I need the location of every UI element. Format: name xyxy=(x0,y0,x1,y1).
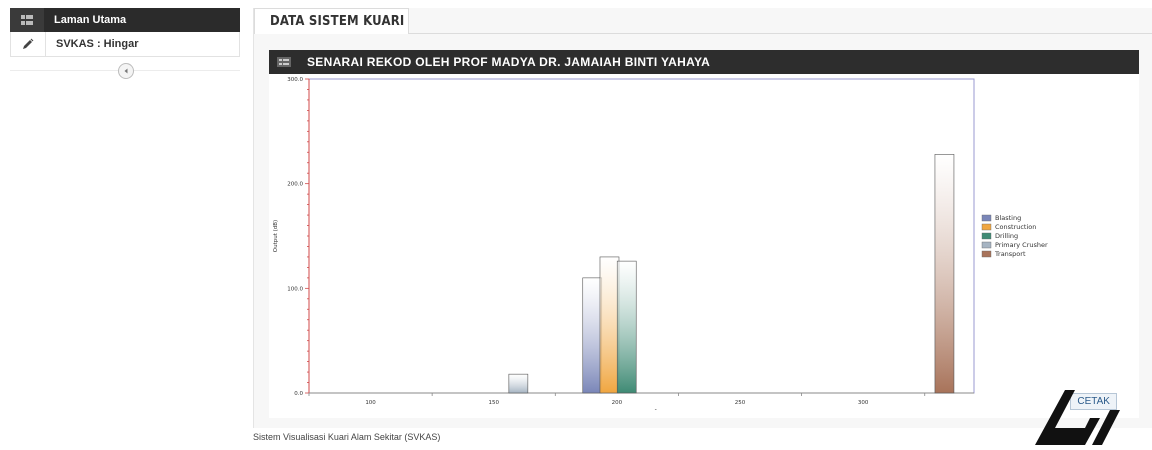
y-tick-label: 0.0 xyxy=(294,391,303,397)
legend-label: Blasting xyxy=(995,214,1021,222)
y-tick-label: 200.0 xyxy=(287,182,303,188)
x-tick-label: 250 xyxy=(735,400,746,406)
legend-swatch xyxy=(981,232,992,240)
collapse-sidebar-button[interactable] xyxy=(118,63,134,79)
sidebar-item-label: SVKAS : Hingar xyxy=(56,38,139,50)
grid-icon xyxy=(269,57,299,67)
y-tick-label: 300.0 xyxy=(287,77,303,83)
legend-swatch xyxy=(981,241,992,249)
bar-chart: 0.0 100.0 200.0 300.0 Output (dB) 100 150 200 25… xyxy=(273,77,1048,413)
tab-divider xyxy=(409,33,1152,34)
x-axis-label: - xyxy=(655,406,657,413)
print-controls: · CETAK xyxy=(1064,393,1117,410)
panel-title: SENARAI REKOD OLEH PROF MADYA DR. JAMAIA… xyxy=(307,55,711,69)
sidebar-item-label: Laman Utama xyxy=(54,14,127,26)
tab-label: DATA SISTEM KUARI xyxy=(270,14,405,29)
legend-label: Transport xyxy=(994,250,1026,258)
x-tick-label: 300 xyxy=(858,400,869,406)
legend-swatch xyxy=(981,250,992,258)
pencil-icon xyxy=(11,32,46,56)
legend-label: Drilling xyxy=(995,232,1018,240)
bar-drilling xyxy=(616,260,637,394)
x-tick-label: 100 xyxy=(365,400,376,406)
plot-frame xyxy=(308,78,975,394)
printer-icon: · xyxy=(1064,396,1068,407)
main-content: DATA SISTEM KUARI SENARAI REKOD OLEH PRO… xyxy=(253,8,1152,428)
x-tick-label: 150 xyxy=(488,400,499,406)
y-tick-label: 100.0 xyxy=(287,286,303,292)
print-button[interactable]: CETAK xyxy=(1070,393,1117,410)
dashboard-icon xyxy=(10,8,44,32)
footer-text: Sistem Visualisasi Kuari Alam Sekitar (S… xyxy=(253,432,441,442)
tab-data-sistem-kuari[interactable]: DATA SISTEM KUARI xyxy=(254,8,409,34)
sidebar: Laman Utama SVKAS : Hingar xyxy=(10,8,240,79)
panel-header: SENARAI REKOD OLEH PROF MADYA DR. JAMAIA… xyxy=(269,50,1139,74)
legend-swatch xyxy=(981,223,992,231)
bar-construction xyxy=(599,256,620,394)
x-tick-label: 200 xyxy=(612,400,623,406)
chart-area: 0.0 100.0 200.0 300.0 Output (dB) 100 150 200 25… xyxy=(269,74,1139,418)
bar-primary-crusher xyxy=(508,373,529,394)
sidebar-item-laman-utama[interactable]: Laman Utama xyxy=(10,8,240,32)
chevron-left-icon xyxy=(124,68,128,74)
sidebar-item-svkas-hingar[interactable]: SVKAS : Hingar xyxy=(10,32,240,57)
legend-label: Construction xyxy=(995,223,1036,231)
bar-blasting xyxy=(582,277,603,394)
legend-label: Primary Crusher xyxy=(995,241,1048,249)
bar-transport xyxy=(934,154,955,394)
y-axis-label: Output (dB) xyxy=(273,220,279,252)
legend-swatch xyxy=(981,214,992,222)
sidebar-collapse-bar xyxy=(10,57,240,79)
